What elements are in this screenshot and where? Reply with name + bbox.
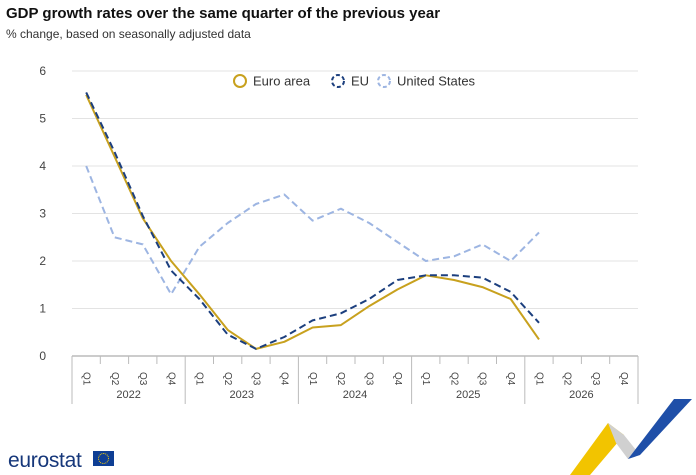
x-quarter-label: Q4 [505, 372, 516, 386]
series-line-euro-area [85, 94, 540, 350]
eurostat-logo: eurostat [8, 449, 82, 472]
y-tick-label: 2 [39, 254, 46, 268]
y-tick-label: 6 [39, 64, 46, 78]
x-quarter-label: Q2 [335, 372, 346, 386]
x-quarter-label: Q2 [562, 372, 573, 386]
x-quarter-label: Q3 [477, 372, 488, 386]
x-year-label: 2025 [456, 389, 480, 401]
x-year-label: 2022 [116, 389, 140, 401]
y-tick-label: 4 [39, 159, 46, 173]
x-year-label: 2024 [343, 389, 367, 401]
legend-item-united-states: United States [377, 74, 476, 89]
legend-label: Euro area [253, 74, 311, 89]
x-quarter-label: Q4 [279, 372, 290, 386]
legend-marker-icon [331, 74, 345, 88]
y-axis-ticks: 0 1 2 3 4 5 6 [39, 64, 46, 363]
legend-marker-icon [233, 74, 247, 88]
x-quarter-label: Q1 [420, 372, 431, 386]
legend-label: EU [351, 74, 369, 89]
x-axis: Q1 Q2 Q3 Q4 Q1 Q2 Q3 Q4 Q1 Q2 Q3 Q4 Q1 Q2 Q3 Q4 Q1 Q2 Q3 Q4… [71, 356, 639, 404]
y-tick-label: 3 [39, 207, 46, 221]
y-tick-label: 1 [39, 302, 46, 316]
gridlines [72, 70, 638, 357]
legend-label: United States [397, 74, 476, 89]
chart-legend: Euro area EU United States [233, 74, 476, 89]
x-quarter-label: Q1 [307, 372, 318, 386]
y-tick-label: 5 [39, 112, 46, 126]
legend-marker-icon [377, 74, 391, 88]
chart-title: GDP growth rates over the same quarter o… [6, 5, 441, 22]
x-quarter-label: Q1 [81, 372, 92, 386]
chart-subtitle: % change, based on seasonally adjusted d… [6, 27, 251, 41]
x-quarter-label: Q1 [533, 372, 544, 386]
x-year-label: 2023 [230, 389, 254, 401]
x-quarter-label: Q2 [109, 372, 120, 386]
x-quarter-label: Q4 [618, 372, 629, 386]
eu-flag-icon [93, 451, 114, 466]
x-quarter-label: Q3 [137, 372, 148, 386]
x-quarter-label: Q4 [392, 372, 403, 386]
x-quarter-label: Q3 [364, 372, 375, 386]
x-quarter-label: Q3 [250, 372, 261, 386]
series-line-eu [85, 91, 540, 350]
x-quarter-label: Q3 [590, 372, 601, 386]
legend-item-eu: EU [331, 74, 369, 89]
x-quarter-label: Q2 [222, 372, 233, 386]
series-lines [85, 91, 540, 350]
y-tick-label: 0 [39, 349, 46, 363]
x-quarter-label: Q4 [165, 372, 176, 386]
x-year-label: 2026 [569, 389, 593, 401]
eurostat-swoosh-graphic [570, 399, 692, 475]
legend-item-euro-area: Euro area [233, 74, 311, 89]
x-quarter-label: Q1 [194, 372, 205, 386]
series-line-united-states [85, 165, 540, 296]
x-quarter-label: Q2 [448, 372, 459, 386]
